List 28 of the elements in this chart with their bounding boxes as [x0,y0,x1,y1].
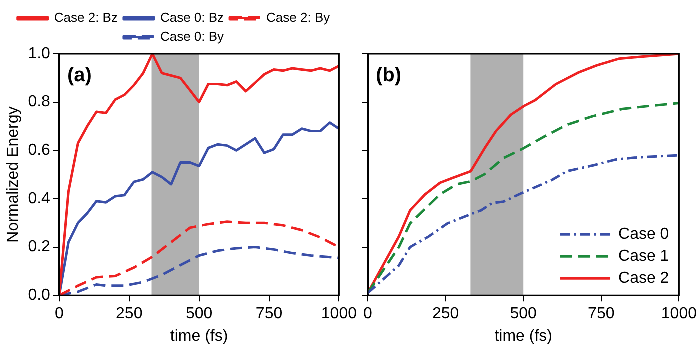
y-axis-title: Normalized Energy [5,106,22,243]
x-tick-label: 750 [256,306,283,323]
y-tick-label: 0.4 [28,190,51,208]
text: (a) [67,64,92,87]
legend-label: Case 2: Bz [54,10,118,26]
x-tick-label: 500 [510,306,538,323]
text: (b) [376,64,402,87]
x-axis-title: time (fs) [170,328,228,345]
legend-label: Case 0: By [160,29,225,44]
legend-label: Case 2 [618,270,670,288]
y-tick-label: 0.2 [28,238,51,256]
legend-label: Case 0: Bz [160,10,224,26]
legend-label: Case 2: By [266,10,331,26]
x-tick-label: 1000 [661,306,698,323]
x-tick-label: 250 [116,306,143,323]
x-tick-label: 750 [588,306,615,323]
x-tick-label: 0 [54,306,64,323]
x-tick-label: 1000 [321,306,358,323]
x-tick-label: 250 [432,306,460,323]
y-tick-label: 0.8 [28,94,51,111]
y-tick-label: 0.0 [28,287,51,304]
legend-label: Case 1 [618,248,670,266]
x-axis-title: time (fs) [494,328,552,345]
y-tick-label: 1.0 [28,45,51,62]
y-tick-label: 0.6 [28,142,51,160]
x-tick-label: 500 [186,306,213,323]
legend-label: Case 0 [618,226,670,244]
x-tick-label: 0 [364,306,373,323]
